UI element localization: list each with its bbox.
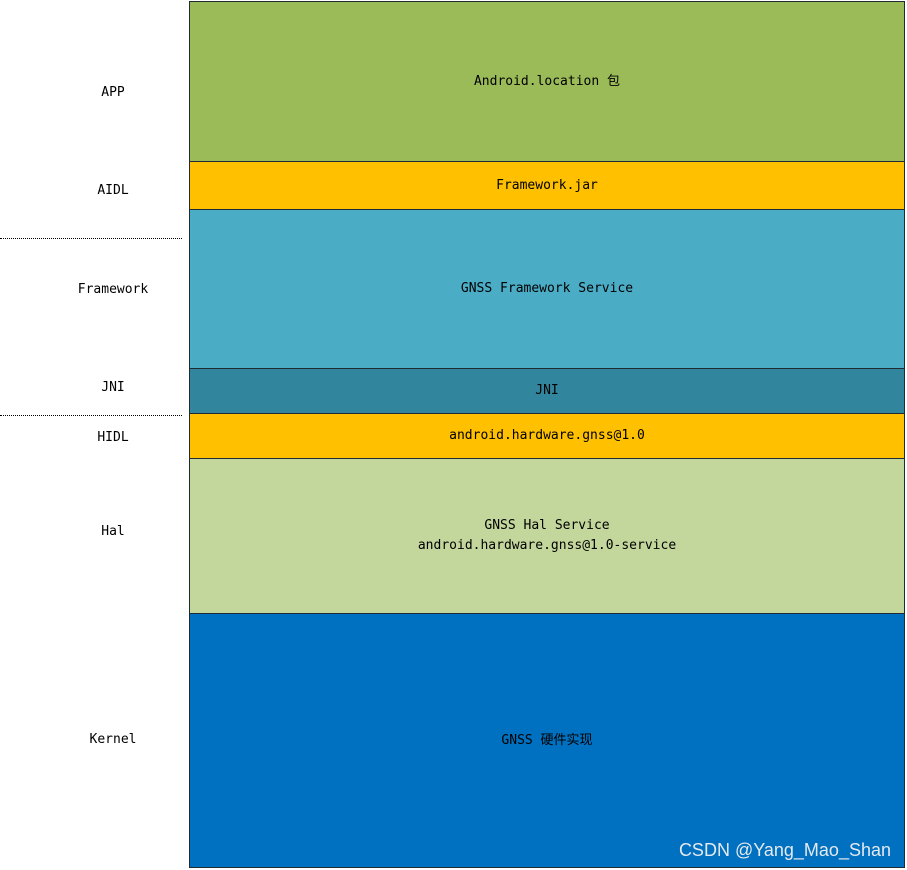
- layer-framework: GNSS Framework Service: [189, 209, 905, 369]
- layer-app: Android.location 包: [189, 1, 905, 162]
- layer-jni: JNI: [189, 368, 905, 414]
- layer-aidl-text: Framework.jar: [496, 177, 598, 193]
- layer-kernel-text: GNSS 硬件实现: [501, 732, 593, 748]
- layer-kernel: GNSS 硬件实现: [189, 613, 905, 868]
- layer-framework-text: GNSS Framework Service: [460, 281, 634, 296]
- watermark: CSDN @Yang_Mao_Shan: [678, 840, 891, 860]
- layer-hidl: android.hardware.gnss@1.0: [189, 413, 905, 459]
- layer-hal-text-line2: android.hardware.gnss@1.0-service: [417, 538, 677, 553]
- label-app: APP: [101, 85, 125, 100]
- label-hal: Hal: [101, 524, 125, 539]
- layer-stack: Android.location 包 Framework.jar GNSS Fr…: [189, 1, 905, 868]
- label-hidl: HIDL: [97, 430, 129, 445]
- label-jni: JNI: [101, 380, 125, 395]
- layer-hidl-text: android.hardware.gnss@1.0: [449, 428, 645, 443]
- layer-hal: GNSS Hal Service android.hardware.gnss@1…: [189, 458, 905, 614]
- layer-aidl: Framework.jar: [189, 161, 905, 210]
- layer-app-text: Android.location 包: [473, 73, 621, 89]
- separator-top: [0, 238, 182, 239]
- label-aidl: AIDL: [97, 183, 129, 198]
- separator-bottom: [0, 415, 182, 416]
- layer-jni-text: JNI: [535, 383, 559, 398]
- label-framework: Framework: [77, 282, 149, 297]
- layer-hal-text-line1: GNSS Hal Service: [484, 518, 610, 533]
- label-kernel: Kernel: [89, 732, 137, 747]
